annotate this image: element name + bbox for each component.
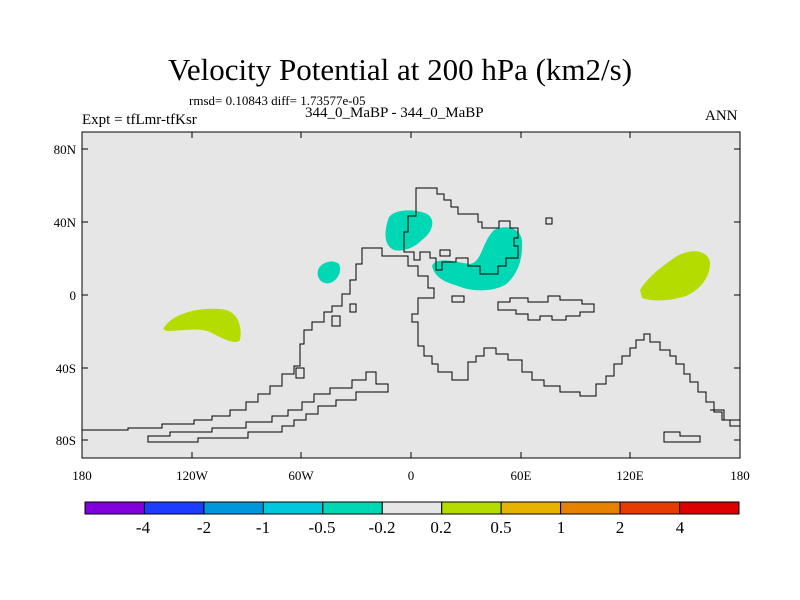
coast-australia-south — [663, 431, 701, 443]
colorbar-label: 1 — [557, 518, 566, 537]
experiment-label: Expt = tfLmr-tfKsr — [82, 112, 197, 128]
colorbar-swatch — [262, 501, 324, 515]
shade-negative-mediterranean — [385, 210, 433, 251]
contour-shading — [163, 210, 711, 343]
coast-island-3 — [349, 303, 357, 313]
y-tick-label: 0 — [70, 288, 77, 303]
coast-island-1 — [295, 367, 305, 379]
y-tick-label: 80S — [56, 433, 76, 448]
shade-negative-atlantic — [317, 261, 340, 284]
colorbar-label: 0.5 — [490, 518, 511, 537]
x-axis-labels: 180 120W 60W 0 60E 120E 180 — [72, 468, 750, 483]
colorbar-swatch — [143, 501, 205, 515]
stats-label: rmsd= 0.10843 diff= 1.73577e-05 — [189, 93, 366, 108]
colorbar-label: 0.2 — [430, 518, 451, 537]
colorbar-label: 2 — [616, 518, 625, 537]
y-tick-label: 40N — [54, 215, 77, 230]
x-tick-label: 120W — [176, 468, 209, 483]
colorbar-label: -2 — [197, 518, 211, 537]
coast-southern-landmass — [147, 371, 389, 443]
x-tick-label: 0 — [408, 468, 415, 483]
tick-marks — [82, 132, 740, 458]
x-tick-label: 180 — [730, 468, 750, 483]
colorbar-swatch — [381, 501, 443, 515]
colorbar-swatch — [441, 501, 502, 515]
colorbar-swatch — [619, 501, 681, 515]
colorbar-labels: -4 -2 -1 -0.5 -0.2 0.2 0.5 1 2 4 — [136, 518, 685, 537]
colorbar-swatch — [679, 501, 740, 515]
colorbar-label: 4 — [676, 518, 685, 537]
shade-positive-west-pacific — [640, 251, 711, 301]
coast-island-2 — [331, 315, 341, 327]
coast-island-6 — [545, 217, 553, 225]
coastlines — [82, 187, 740, 443]
colorbar — [84, 501, 740, 515]
coast-island-4 — [439, 249, 451, 257]
page-title: Velocity Potential at 200 hPa (km2/s) — [167, 52, 633, 87]
y-axis-labels: 80N 40N 0 40S 80S — [54, 142, 77, 448]
coast-africa-americas — [370, 247, 740, 427]
x-tick-label: 60W — [288, 468, 314, 483]
coast-island-5 — [451, 295, 465, 303]
coast-south-america-west — [82, 247, 370, 431]
colorbar-label: -4 — [136, 518, 151, 537]
colorbar-swatch — [84, 501, 145, 515]
colorbar-label: -0.2 — [369, 518, 396, 537]
coast-eurasia-north — [403, 187, 519, 275]
colorbar-label: -0.5 — [309, 518, 336, 537]
coast-asia-south — [497, 295, 595, 321]
colorbar-swatch — [322, 501, 383, 515]
coast-east-antarctica — [710, 409, 740, 421]
shade-negative-arabia-india — [432, 227, 523, 291]
colorbar-swatch — [560, 501, 621, 515]
colorbar-swatch — [500, 501, 562, 515]
shade-positive-south-pacific — [163, 308, 241, 343]
y-tick-label: 40S — [56, 361, 76, 376]
case-label: 344_0_MaBP - 344_0_MaBP — [305, 105, 484, 121]
x-tick-label: 60E — [511, 468, 532, 483]
x-tick-label: 180 — [72, 468, 92, 483]
map-background — [82, 132, 740, 458]
y-tick-label: 80N — [54, 142, 77, 157]
colorbar-label: -1 — [256, 518, 270, 537]
season-label: ANN — [705, 108, 738, 124]
x-tick-label: 120E — [616, 468, 644, 483]
colorbar-swatch — [203, 501, 264, 515]
